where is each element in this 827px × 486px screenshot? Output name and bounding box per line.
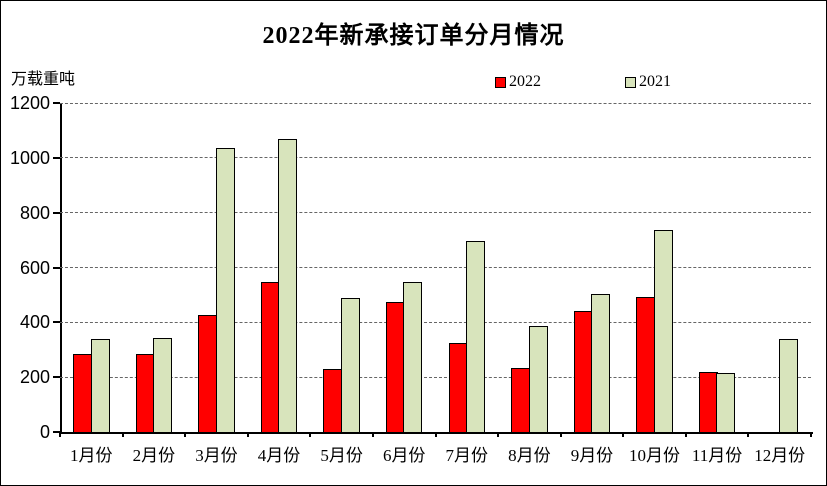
bar-2022	[323, 369, 343, 432]
x-axis-tick	[747, 432, 750, 437]
y-axis-tick-label: 1000	[9, 147, 50, 168]
x-axis-tick	[684, 432, 687, 437]
bar-group	[123, 103, 186, 432]
bar-2022	[73, 354, 93, 432]
x-axis-label: 10月份	[629, 446, 681, 465]
y-axis-tick-label: 200	[19, 367, 50, 388]
bar-2021	[528, 326, 548, 432]
bar-2022	[385, 302, 405, 432]
gridline	[60, 157, 811, 159]
x-axis-tick	[59, 432, 61, 437]
y-axis-tick	[53, 102, 60, 104]
y-axis-tick-label: 800	[19, 202, 50, 223]
bar-group	[686, 103, 749, 432]
bar-2022	[511, 368, 531, 432]
x-axis-label: 1月份	[70, 446, 113, 465]
bar-group	[561, 103, 624, 432]
x-axis-tick	[622, 432, 625, 437]
y-axis-tick	[53, 376, 60, 379]
bar-group	[310, 103, 373, 432]
x-axis-label: 12月份	[754, 446, 806, 465]
y-axis-tick	[53, 321, 60, 324]
bar-2022	[698, 372, 718, 432]
x-axis-label: 11月份	[691, 446, 743, 465]
bar-2022	[573, 311, 593, 432]
x-axis-tick	[309, 432, 312, 437]
gridline	[60, 212, 811, 214]
legend-label-2021: 2021	[639, 73, 671, 90]
x-axis-tick	[184, 432, 187, 437]
legend-swatch-2022	[495, 76, 506, 88]
bar-2021	[716, 373, 736, 432]
bar-2022	[198, 315, 218, 432]
bar-2021	[340, 298, 360, 432]
x-axis-tick	[121, 432, 124, 437]
legend-item-2021: 2021	[625, 73, 671, 91]
bar-group	[436, 103, 499, 432]
x-axis-tick	[371, 432, 374, 437]
y-axis-tick-label: 600	[19, 257, 50, 278]
y-axis-tick	[53, 266, 60, 269]
bar-2021	[215, 148, 235, 432]
y-axis-tick	[53, 211, 60, 214]
y-axis-tick-label: 0	[39, 422, 50, 442]
bar-2021	[278, 139, 298, 432]
bar-2021	[90, 339, 110, 432]
bar-group	[248, 103, 311, 432]
x-axis-label: 3月份	[195, 446, 238, 465]
bar-group	[60, 103, 123, 432]
plot-area	[60, 103, 813, 434]
bar-group	[623, 103, 686, 432]
bar-group	[748, 103, 811, 432]
x-axis-tick	[497, 432, 500, 437]
bar-2022	[636, 297, 656, 432]
x-axis-label: 8月份	[508, 446, 551, 465]
x-axis-tick	[246, 432, 249, 437]
bar-2022	[448, 343, 468, 432]
y-axis-tick	[53, 431, 60, 433]
bar-group	[185, 103, 248, 432]
x-axis-label: 5月份	[320, 446, 363, 465]
x-axis-label: 4月份	[257, 446, 301, 465]
gridline	[60, 321, 811, 323]
x-axis-tick	[434, 432, 437, 437]
gridline	[60, 376, 811, 378]
bar-group	[373, 103, 436, 432]
y-axis-tick-label: 400	[19, 312, 50, 333]
bar-2022	[260, 282, 280, 432]
x-axis-label: 6月份	[382, 446, 426, 465]
x-axis-tick	[559, 432, 562, 437]
bar-2021	[466, 241, 486, 432]
y-axis-tick-label: 1200	[9, 93, 50, 113]
bar-2021	[653, 230, 673, 432]
legend-item-2022: 2022	[495, 73, 541, 91]
bar-2021	[153, 338, 173, 432]
bar-2021	[591, 294, 611, 432]
legend-label-2022: 2022	[509, 73, 541, 90]
x-axis-label: 9月份	[570, 446, 614, 465]
y-axis-unit-label: 万载重吨	[11, 71, 76, 88]
gridline	[60, 267, 811, 268]
x-axis-label: 7月份	[445, 446, 489, 465]
legend-swatch-2021	[625, 76, 636, 88]
x-axis-label: 2月份	[132, 446, 176, 465]
bar-2022	[135, 354, 155, 432]
bar-group	[498, 103, 561, 432]
gridline	[60, 102, 811, 104]
bar-2021	[403, 282, 423, 432]
bar-2021	[778, 339, 798, 432]
chart-title: 2022年新承接订单分月情况	[262, 23, 565, 49]
x-axis-tick	[810, 432, 812, 437]
y-axis-tick	[53, 156, 60, 159]
